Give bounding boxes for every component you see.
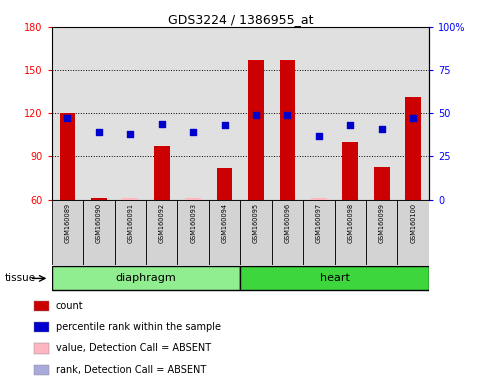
Bar [91,198,107,200]
Point [283,112,291,118]
Point [315,133,323,139]
Point [378,126,386,132]
Bar [154,146,170,200]
Bar [34,343,49,354]
Bar [374,167,389,200]
Bar [405,98,421,200]
Bar [217,168,233,200]
Bar [209,200,241,265]
Text: GSM160093: GSM160093 [190,203,196,243]
Point [126,131,134,137]
Text: heart: heart [319,273,350,283]
Text: tissue: tissue [5,273,36,283]
Text: GSM160089: GSM160089 [65,203,70,243]
Point [95,129,103,136]
Bar [52,266,240,291]
Bar [114,200,146,265]
Point [409,115,417,121]
Bar [311,198,327,200]
Bar [146,200,177,265]
Bar [60,113,75,200]
Bar [335,200,366,265]
Point [347,122,354,128]
Bar [177,200,209,265]
Bar [280,60,295,200]
Bar [303,200,335,265]
Text: diaphragm: diaphragm [116,273,176,283]
Bar [34,322,49,333]
Bar [83,200,114,265]
Point [221,122,229,128]
Text: GSM160090: GSM160090 [96,203,102,243]
Text: GSM160095: GSM160095 [253,203,259,243]
Point [189,129,197,136]
Bar [248,60,264,200]
Text: GSM160097: GSM160097 [316,203,322,243]
Bar [241,266,429,291]
Text: rank, Detection Call = ABSENT: rank, Detection Call = ABSENT [56,364,206,375]
Bar [366,200,397,265]
Text: GSM160100: GSM160100 [410,203,416,243]
Point [64,115,71,121]
Title: GDS3224 / 1386955_at: GDS3224 / 1386955_at [168,13,313,26]
Bar [34,364,49,375]
Text: GSM160099: GSM160099 [379,203,385,243]
Bar [272,200,303,265]
Text: GSM160096: GSM160096 [284,203,290,243]
Point [252,112,260,118]
Text: GSM160098: GSM160098 [348,203,353,243]
Text: percentile rank within the sample: percentile rank within the sample [56,322,221,333]
Text: count: count [56,301,83,311]
Bar [343,142,358,200]
Bar [122,198,138,200]
Bar [52,200,83,265]
Bar [34,301,49,311]
Bar [397,200,429,265]
Text: GSM160094: GSM160094 [222,203,228,243]
Point [158,121,166,127]
Text: GSM160091: GSM160091 [127,203,133,243]
Text: value, Detection Call = ABSENT: value, Detection Call = ABSENT [56,343,211,354]
Bar [241,200,272,265]
Text: GSM160092: GSM160092 [159,203,165,243]
Bar [185,198,201,200]
